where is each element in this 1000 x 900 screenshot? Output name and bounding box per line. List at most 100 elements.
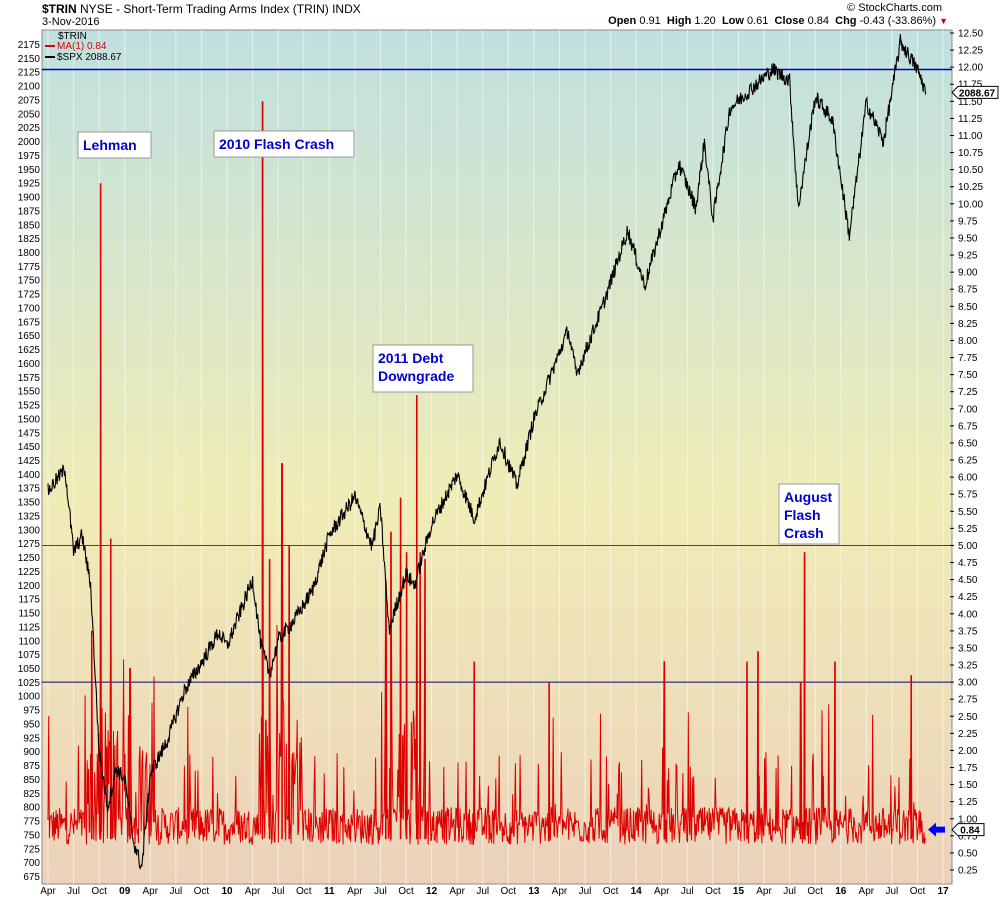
right-tick-label: 2.75 bbox=[958, 695, 978, 706]
left-tick-label: 1025 bbox=[18, 678, 41, 689]
left-tick-label: 850 bbox=[23, 775, 40, 786]
right-tick-label: 10.00 bbox=[958, 199, 983, 210]
chart-header-left: $TRIN NYSE - Short-Term Trading Arms Ind… bbox=[42, 2, 361, 16]
symbol: $TRIN bbox=[42, 2, 77, 16]
right-tick-label: 10.50 bbox=[958, 165, 983, 176]
left-tick-label: 1475 bbox=[18, 428, 41, 439]
annotation-box bbox=[77, 131, 152, 159]
left-tick-label: 750 bbox=[23, 830, 40, 841]
right-tick-label: 0.25 bbox=[958, 866, 978, 877]
x-tick-label: Jul bbox=[681, 886, 694, 897]
grid bbox=[47, 30, 944, 884]
left-tick-label: 1725 bbox=[18, 290, 41, 301]
trin-spikes bbox=[90, 101, 912, 840]
left-tick-label: 1000 bbox=[18, 692, 41, 703]
left-tick-label: 2175 bbox=[18, 40, 41, 51]
left-tick-label: 1675 bbox=[18, 317, 41, 328]
x-tick-label: Apr bbox=[654, 886, 670, 897]
x-tick-label: Oct bbox=[807, 886, 823, 897]
left-tick-label: 1500 bbox=[18, 414, 41, 425]
spx-line bbox=[47, 34, 927, 870]
left-tick-label: 1925 bbox=[18, 179, 41, 190]
right-tick-label: 3.75 bbox=[958, 626, 978, 637]
x-tick-label: Apr bbox=[859, 886, 875, 897]
left-tick-label: 1250 bbox=[18, 553, 41, 564]
x-tick-label: Jul bbox=[374, 886, 387, 897]
right-tick-label: 6.50 bbox=[958, 438, 978, 449]
x-tick-label: 17 bbox=[937, 886, 949, 897]
x-tick-label: 12 bbox=[426, 886, 438, 897]
left-tick-label: 950 bbox=[23, 719, 40, 730]
left-axis-ticks: 675 700 725 750 775 800 825 850 875 900 925 950 975 1… bbox=[18, 40, 41, 883]
annotations: Lehman 2010 Flash Crash 2011 Debt Downgrade… bbox=[77, 130, 840, 545]
left-tick-label: 825 bbox=[23, 789, 40, 800]
right-tick-label: 8.00 bbox=[958, 336, 978, 347]
right-tick-label: 1.00 bbox=[958, 814, 978, 825]
x-tick-label: 13 bbox=[528, 886, 540, 897]
x-tick-label: Jul bbox=[886, 886, 899, 897]
right-tick-label: 11.50 bbox=[958, 97, 983, 108]
left-tick-label: 1525 bbox=[18, 401, 41, 412]
right-tick-label: 11.00 bbox=[958, 131, 983, 142]
trin-series bbox=[47, 101, 927, 846]
right-tick-label: 2.50 bbox=[958, 712, 978, 723]
right-tick-label: 3.25 bbox=[958, 661, 978, 672]
annotation-text: Lehman bbox=[83, 137, 137, 153]
dropdown-triangle-icon[interactable]: ▼ bbox=[939, 16, 948, 26]
annotation-text: August bbox=[784, 489, 833, 505]
annotation-text: Downgrade bbox=[378, 368, 454, 384]
right-tick-label: 4.75 bbox=[958, 558, 978, 569]
left-tick-label: 1125 bbox=[18, 622, 40, 633]
trin-last-value: 0.84 bbox=[960, 826, 980, 837]
low-label: Low bbox=[721, 15, 744, 27]
x-axis-ticks: Apr Jul Oct 09 Apr Jul Oct 10 Apr Jul Oct 11 Apr Jul O… bbox=[40, 886, 949, 897]
left-tick-label: 875 bbox=[23, 761, 40, 772]
x-tick-label: Oct bbox=[91, 886, 107, 897]
high-value: 1.20 bbox=[694, 15, 716, 27]
left-tick-label: 1900 bbox=[18, 193, 41, 204]
left-tick-label: 975 bbox=[23, 706, 40, 717]
left-tick-label: 800 bbox=[23, 803, 40, 814]
left-tick-label: 1600 bbox=[18, 359, 41, 370]
x-tick-label: Oct bbox=[705, 886, 721, 897]
right-tick-label: 3.50 bbox=[958, 643, 978, 654]
annotation-text: Crash bbox=[784, 525, 824, 541]
trin-last-value-tag bbox=[951, 823, 985, 837]
x-tick-label: Apr bbox=[143, 886, 159, 897]
open-value: 0.91 bbox=[639, 15, 661, 27]
x-tick-label: 11 bbox=[324, 886, 335, 897]
left-tick-label: 1050 bbox=[18, 664, 41, 675]
annotation-text: 2010 Flash Crash bbox=[219, 136, 334, 152]
right-tick-label: 6.25 bbox=[958, 456, 978, 467]
blue-arrow-icon bbox=[928, 822, 945, 837]
last-value-tags: 2088.67 0.84 bbox=[928, 85, 999, 837]
x-tick-label: Jul bbox=[67, 886, 80, 897]
right-tick-label: 2.25 bbox=[958, 729, 978, 740]
right-tick-label: 9.75 bbox=[958, 216, 978, 227]
chg-value: -0.43 (-33.86%) bbox=[859, 15, 937, 27]
left-tick-label: 1100 bbox=[18, 636, 40, 647]
right-tick-label: 0.75 bbox=[958, 831, 978, 842]
left-tick-label: 1075 bbox=[18, 650, 41, 661]
legend-ma: MA(1) 0.84 bbox=[57, 41, 107, 52]
x-tick-label: Apr bbox=[40, 886, 56, 897]
left-tick-label: 1700 bbox=[18, 303, 41, 314]
right-tick-label: 7.75 bbox=[958, 353, 978, 364]
trin-line bbox=[47, 101, 927, 846]
open-label: Open bbox=[608, 15, 637, 27]
x-tick-label: Jul bbox=[169, 886, 182, 897]
left-tick-label: 1825 bbox=[18, 234, 41, 245]
right-tick-label: 7.25 bbox=[958, 387, 978, 398]
left-tick-label: 1325 bbox=[18, 511, 41, 522]
x-tick-label: Oct bbox=[194, 886, 210, 897]
right-tick-label: 5.75 bbox=[958, 490, 978, 501]
left-tick-label: 675 bbox=[23, 872, 40, 883]
x-tick-label: Apr bbox=[245, 886, 261, 897]
left-tick-label: 1400 bbox=[18, 470, 41, 481]
annotation-box bbox=[372, 344, 474, 393]
left-tick-label: 1425 bbox=[18, 456, 41, 467]
left-tick-label: 1200 bbox=[18, 581, 41, 592]
chg-label: Chg bbox=[835, 15, 857, 27]
x-tick-label: Jul bbox=[272, 886, 285, 897]
